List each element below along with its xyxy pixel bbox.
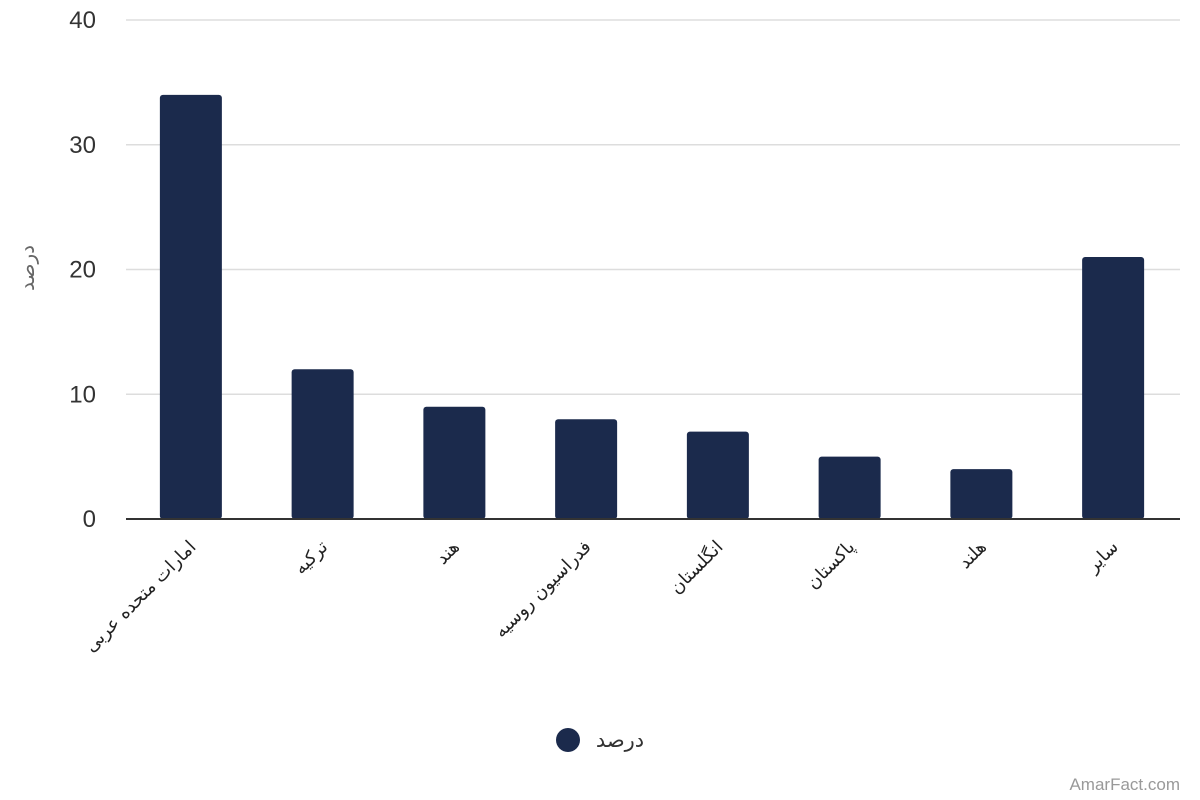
gridlines — [126, 19, 1180, 395]
y-tick-label: 20 — [69, 257, 96, 284]
bar[interactable] — [291, 369, 354, 519]
x-tick-label: ترکیه — [290, 537, 332, 579]
bar[interactable] — [950, 469, 1013, 519]
bar[interactable] — [1082, 257, 1145, 519]
y-tick-label: 0 — [83, 506, 96, 533]
watermark: AmarFact.com — [1069, 775, 1180, 794]
y-tick-label: 10 — [69, 381, 96, 408]
legend[interactable]: درصد — [556, 728, 644, 752]
y-tick-label: 30 — [69, 132, 96, 159]
x-tick-label: هند — [432, 537, 464, 569]
x-axis-labels: امارات متحده عربی ترکیه هند فدراسیون روسیه ا… — [81, 536, 1123, 657]
x-tick-label: سایر — [1082, 537, 1123, 578]
bar[interactable] — [818, 456, 881, 519]
x-tick-label: پاکستان — [802, 537, 859, 594]
bar[interactable] — [686, 431, 749, 519]
bar[interactable] — [423, 406, 486, 519]
y-axis-title: درصد — [15, 245, 39, 291]
legend-marker — [556, 728, 580, 752]
x-tick-label: انگلستان — [665, 536, 727, 598]
bars — [159, 94, 1145, 519]
legend-label: درصد — [596, 728, 644, 752]
x-tick-label: فدراسیون روسیه — [490, 537, 595, 642]
x-tick-label: هلند — [955, 537, 991, 573]
y-tick-label: 40 — [69, 7, 96, 34]
bar[interactable] — [159, 94, 222, 519]
x-tick-label: امارات متحده عربی — [81, 537, 201, 657]
bar[interactable] — [555, 419, 618, 519]
y-axis-ticks: 0 10 20 30 40 — [69, 7, 96, 533]
